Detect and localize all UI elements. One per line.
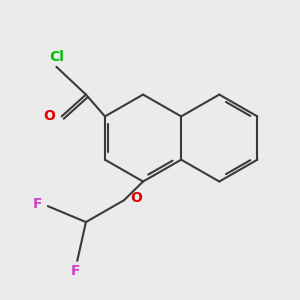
Text: F: F xyxy=(71,264,80,278)
Text: O: O xyxy=(130,191,142,206)
Text: O: O xyxy=(44,110,56,123)
Text: Cl: Cl xyxy=(49,50,64,64)
Text: F: F xyxy=(33,197,43,212)
